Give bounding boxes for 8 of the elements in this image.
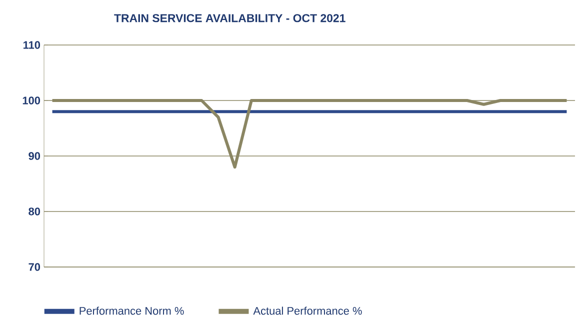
y-tick-label: 80 [28,208,40,216]
y-tick-label: 90 [28,152,40,160]
legend-label: Actual Performance % [253,306,362,315]
chart-title: TRAIN SERVICE AVAILABILITY - OCT 2021 [114,14,346,22]
y-tick-label: 70 [28,263,40,271]
y-tick-label: 100 [22,96,40,104]
y-tick-label: 110 [23,41,40,49]
legend-label: Performance Norm % [80,306,184,315]
